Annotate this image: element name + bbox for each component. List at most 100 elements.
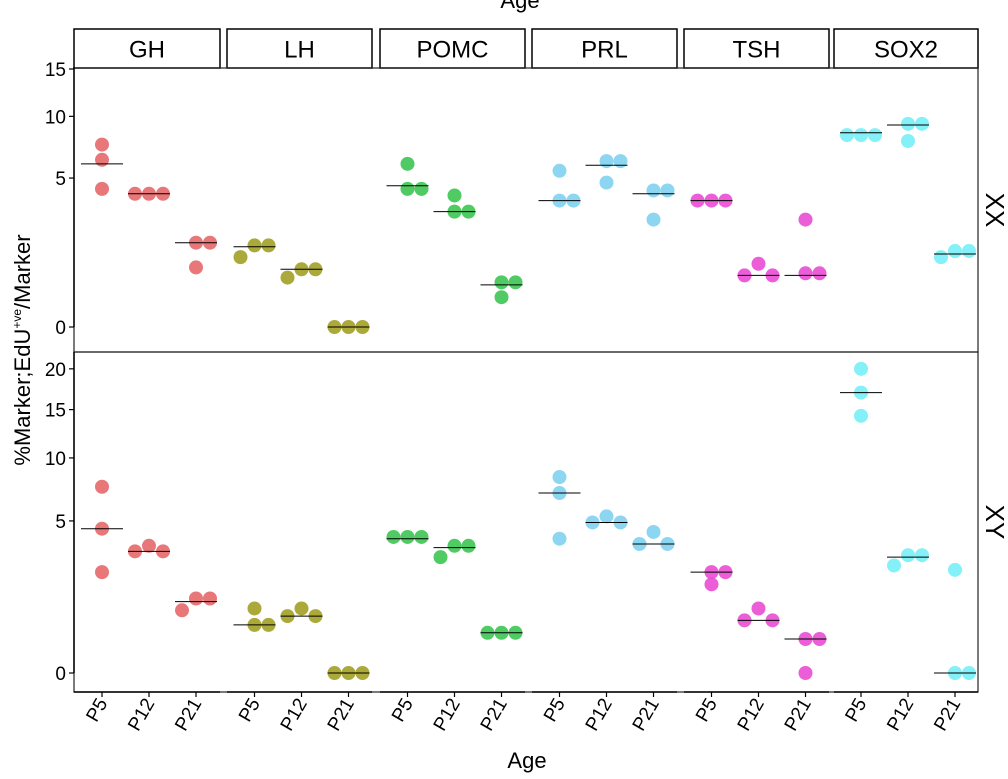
series-xy-pomc [386, 529, 523, 640]
data-point [247, 238, 262, 253]
strip-box-gh [73, 28, 221, 69]
x-tick-label: P21 [477, 695, 512, 735]
panel-border-xy [73, 351, 979, 693]
strip-box-lh [226, 28, 373, 69]
data-point [854, 408, 868, 423]
data-point [203, 591, 217, 606]
y-tick-label: 0 [55, 318, 66, 339]
data-point [95, 152, 109, 167]
data-point [294, 601, 309, 616]
x-tick-label: P5 [83, 695, 113, 726]
data-point [798, 212, 813, 227]
series-xx-prl [538, 154, 675, 227]
strip-box-prl [531, 28, 678, 69]
data-point [901, 116, 915, 131]
data-point [494, 275, 509, 290]
data-point [934, 250, 948, 265]
x-tick-label: P5 [692, 695, 722, 726]
data-point [962, 244, 976, 259]
data-point [280, 270, 295, 285]
x-tick-label: P21 [324, 695, 359, 735]
y-axis-title-tail: /Marker [10, 234, 35, 309]
chart-layer: GH LH POMC PRL TSH SOX2 0 5 10 15 XX 0 5 10 15 20 XY P5 P1… [45, 28, 1008, 735]
data-point [751, 256, 766, 271]
y-tick-label: 5 [55, 512, 66, 533]
data-point [508, 275, 523, 290]
y-tick-label: 5 [55, 169, 66, 190]
data-point [660, 183, 675, 198]
data-point [414, 529, 429, 544]
data-point [915, 116, 929, 131]
x-tick-label: P21 [629, 695, 664, 735]
data-point [95, 137, 109, 152]
data-point [142, 538, 156, 553]
data-point [552, 531, 567, 546]
data-point [247, 601, 262, 616]
x-tick-label: P12 [582, 695, 617, 735]
series-xy-sox2 [840, 361, 976, 680]
x-tick-label: P12 [277, 695, 312, 735]
data-point [646, 524, 661, 539]
y-axis-title-superscript: +ve [10, 309, 24, 329]
x-axis-title: Age [507, 748, 546, 773]
y-tick-label: 15 [45, 401, 66, 422]
y-axis-title-main: %Marker;EdU [10, 329, 35, 466]
data-point [95, 565, 109, 580]
data-point [798, 266, 813, 281]
panel-border-xx [73, 67, 979, 353]
series-xy-lh [233, 601, 370, 680]
data-point [599, 509, 614, 524]
data-point [646, 212, 661, 227]
data-point [798, 666, 813, 680]
series-xy-prl [538, 470, 675, 551]
data-point [599, 175, 614, 190]
x-tick-label: P5 [842, 695, 872, 726]
x-tick-label: P5 [235, 695, 265, 726]
y-axis-title: %Marker;EdU+ve/Marker [10, 234, 35, 465]
series-xy-tsh [690, 565, 827, 680]
data-point [189, 591, 203, 606]
y-tick-label: 0 [55, 664, 66, 685]
strip-label-pomc: POMC [417, 37, 489, 64]
data-point [901, 133, 915, 148]
data-point [189, 260, 203, 275]
data-point [704, 577, 719, 592]
x-tick-label: P12 [883, 695, 918, 735]
data-point [552, 163, 567, 178]
series-xx-gh [81, 137, 217, 275]
data-point [840, 128, 854, 143]
data-point [812, 266, 827, 281]
strip-label-tsh: TSH [733, 37, 781, 64]
strip-box-sox2 [833, 28, 979, 69]
data-point [854, 128, 868, 143]
data-point [400, 529, 415, 544]
data-point [95, 479, 109, 494]
x-tick-label: P5 [540, 695, 570, 726]
data-point [887, 558, 901, 573]
data-point [646, 183, 661, 198]
top-axis-title: Age [500, 0, 539, 13]
x-tick-label: P12 [734, 695, 769, 735]
x-tick-label: P21 [781, 695, 816, 735]
x-tick-label: P12 [430, 695, 465, 735]
series-xx-lh [233, 238, 370, 334]
data-point [948, 244, 962, 259]
strip-label-lh: LH [284, 37, 315, 64]
data-point [599, 154, 614, 169]
data-point [175, 603, 189, 618]
y-tick-label: 10 [45, 107, 66, 128]
data-point [854, 361, 868, 376]
data-point [915, 548, 929, 563]
data-point [433, 550, 448, 565]
data-point [494, 290, 509, 305]
series-xy-gh [81, 479, 217, 618]
row-label-xy: XY [980, 505, 1008, 540]
series-xx-sox2 [840, 116, 976, 265]
data-point [447, 188, 462, 203]
data-point [948, 562, 962, 577]
data-point [386, 529, 401, 544]
data-point [447, 538, 462, 553]
y-tick-label: 15 [45, 60, 66, 81]
series-xx-pomc [386, 156, 523, 305]
strip-label-sox2: SOX2 [874, 37, 938, 64]
